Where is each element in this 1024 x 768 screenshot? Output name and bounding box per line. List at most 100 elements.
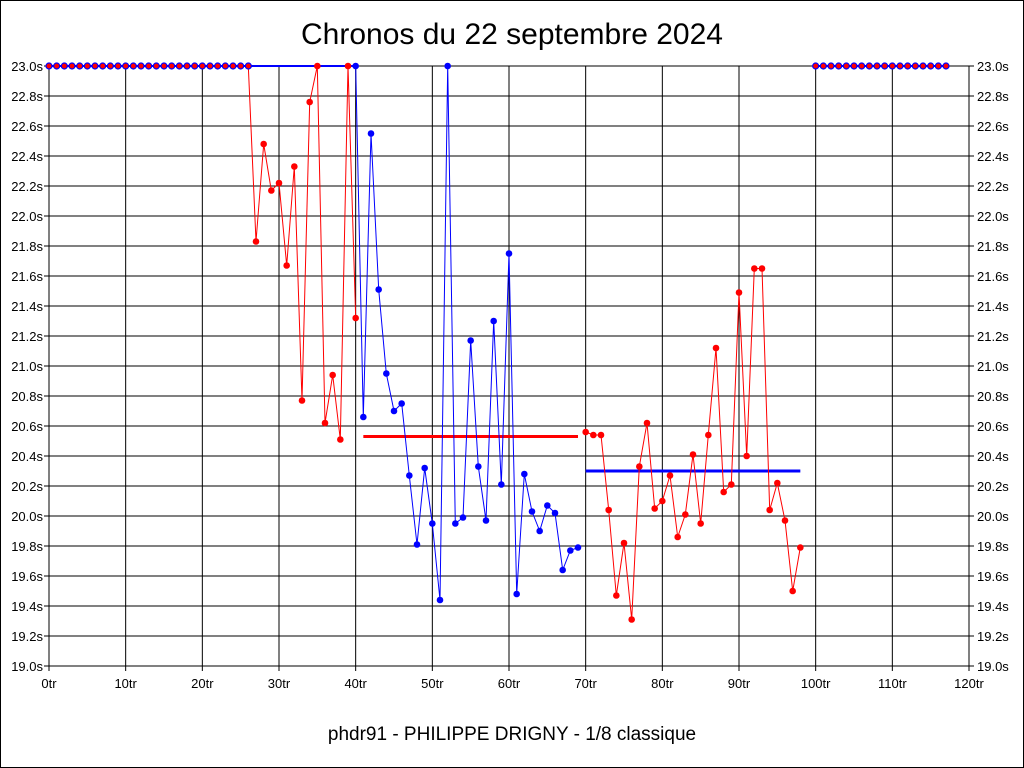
data-point [567,547,574,554]
data-point [536,527,543,535]
data-point [521,470,528,478]
y-tick-label-left: 20.8s [11,389,43,404]
capped-point [114,62,122,70]
y-tick-label-left: 21.0s [11,359,43,374]
data-point [505,250,513,257]
capped-point [850,62,858,70]
capped-point [888,62,896,70]
capped-point [83,62,91,70]
data-point [459,514,467,521]
data-point [720,488,727,496]
x-tick-label: 60tr [498,676,521,691]
capped-point [858,62,866,70]
data-point [314,62,321,70]
data-point [766,506,773,514]
data-point [689,451,697,458]
capped-point [934,62,942,70]
y-tick-label-left: 23.0s [11,59,43,74]
y-tick-label-left: 21.8s [11,239,43,254]
y-tick-label-left: 19.2s [11,629,43,644]
y-tick-label-left: 21.6s [11,269,43,284]
data-point [429,520,436,527]
y-tick-label-right: 20.4s [977,449,1009,464]
data-point [590,431,597,439]
capped-point [122,62,130,70]
data-point [712,344,720,352]
data-point [551,509,559,517]
y-tick-label-right: 19.8s [977,539,1009,554]
data-point [705,431,712,439]
capped-point [168,62,176,70]
capped-point [53,62,61,70]
data-point [452,520,459,527]
data-point [260,140,267,148]
y-tick-label-right: 20.8s [977,389,1009,404]
data-point [682,511,689,518]
chart-caption: phdr91 - PHILIPPE DRIGNY - 1/8 classique [327,724,697,745]
data-point [574,544,582,551]
capped-point [45,62,53,70]
x-tick-label: 50tr [421,676,444,691]
y-tick-label-right: 21.0s [977,359,1009,374]
data-point [743,452,750,460]
data-point [467,337,474,344]
capped-point [237,62,245,70]
data-point [352,62,359,70]
y-tick-label-right: 22.6s [977,119,1009,134]
data-point [268,187,275,194]
y-tick-label-right: 20.2s [977,479,1009,494]
data-point [697,520,704,527]
data-point [436,596,444,604]
y-tick-label-right: 19.0s [977,659,1009,674]
x-tick-label: 80tr [651,676,674,691]
capped-point [904,62,912,70]
data-point [797,544,804,551]
y-tick-label-right: 20.6s [977,419,1009,434]
data-point [498,481,505,488]
x-tick-label: 110tr [878,676,907,691]
capped-point [927,62,935,70]
x-tick-label: 70tr [574,676,597,691]
data-point [735,289,743,296]
capped-point [827,62,835,70]
y-tick-label-right: 19.2s [977,629,1009,644]
data-point [321,419,329,427]
y-tick-label-left: 19.8s [11,539,43,554]
y-tick-label-left: 22.2s [11,179,43,194]
data-point [329,371,336,379]
data-point [283,262,290,269]
data-point [291,163,298,170]
capped-point [819,62,827,70]
capped-point [145,62,153,70]
x-tick-label: 120tr [954,676,984,691]
capped-point [106,62,114,70]
data-point [559,566,566,574]
data-point [306,98,313,106]
capped-point [76,62,84,70]
data-point [490,317,497,325]
x-tick-label: 30tr [268,676,291,691]
y-tick-label-left: 21.4s [11,299,43,314]
tick-labels: 0tr 10tr 20tr 30tr 40tr 50tr 60tr 70tr 80tr 90tr 1… [11,59,1009,691]
data-point [643,419,651,427]
capped-point [842,62,850,70]
data-point [789,587,796,595]
data-point [597,431,605,439]
y-tick-label-right: 23.0s [977,59,1009,74]
y-tick-label-left: 19.0s [11,659,43,674]
y-tick-label-left: 22.8s [11,89,43,104]
data-point [390,407,398,415]
x-tick-label: 20tr [191,676,214,691]
y-tick-label-left: 21.2s [11,329,43,344]
data-point [774,479,781,487]
y-tick-label-left: 22.0s [11,209,43,224]
capped-point [835,62,843,70]
data-point [367,130,375,137]
capped-point [214,62,222,70]
y-tick-label-right: 22.0s [977,209,1009,224]
data-point [352,314,359,322]
x-tick-label: 90tr [728,676,751,691]
capped-point [137,62,145,70]
capped-point [198,62,206,70]
capped-point [91,62,99,70]
